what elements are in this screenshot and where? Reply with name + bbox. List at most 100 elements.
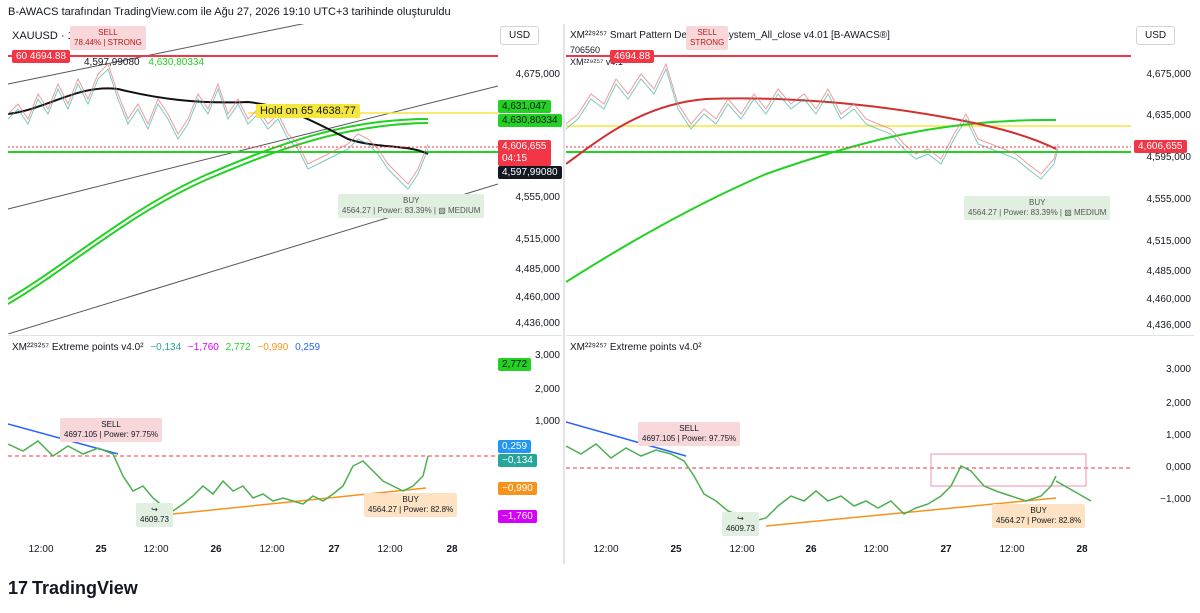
rind-tick-m1000: −1,000 — [1160, 494, 1191, 505]
ind-value-green: 4,630,80334 — [148, 57, 205, 68]
left-ind-values: 4,597,99080 4,630,80334 — [12, 57, 204, 68]
right-axis-label-red: 4,606,655 — [1134, 140, 1187, 153]
right-ind-sell-title: SELL — [679, 424, 699, 433]
right-indicator-svg — [566, 421, 1131, 527]
pivot-label: 4609.73 — [140, 515, 169, 524]
right-symbol-legend[interactable]: XM²²⁹²⁵⁷ Smart Pattern Detection_System_… — [570, 30, 890, 41]
x-label: 12:00 — [729, 544, 755, 555]
right-pivot-label: 4609.73 — [726, 524, 755, 533]
left-indicator-chart[interactable]: XM²²⁹²⁵⁷ Extreme points v4.0² −0,134 −1,… — [8, 336, 498, 536]
x-label: 12:00 — [999, 544, 1025, 555]
x-label: 27 — [328, 544, 340, 555]
tradingview-brand[interactable]: TradingView — [32, 578, 138, 598]
left-currency-button[interactable]: USD — [500, 26, 540, 45]
x-label: 12:00 — [28, 544, 54, 555]
right-sub-values: 706560 XM²²⁹²⁵⁷ v4.1 — [570, 44, 623, 68]
right-buy-tag: BUY 4564.27 | Power: 83.39% | ▧ MEDIUM — [964, 196, 1111, 220]
right-sub-val2: XM²²⁹²⁵⁷ v4.1 — [570, 57, 623, 67]
left-price-axis[interactable]: 4,675,000 4,555,000 4,515,000 4,485,000 … — [498, 24, 561, 334]
x-label: 12:00 — [863, 544, 889, 555]
right-price-axis[interactable]: 4,675,000 4,635,000 4,595,000 4,555,000 … — [1131, 24, 1192, 334]
ind-sell-sub: 4697.105 | Power: 97.75% — [64, 430, 159, 439]
tick-4515: 4,515,000 — [515, 234, 561, 245]
right-ind-sell-tag: SELL 4697.105 | Power: 97.75% — [638, 422, 741, 446]
right-ind-buy-title: BUY — [1030, 506, 1047, 515]
right-time-axis[interactable]: 12:00 25 12:00 26 12:00 27 12:00 28 — [566, 544, 1131, 560]
panel-splitter[interactable] — [563, 24, 565, 564]
right-symbol-name[interactable]: XM²²⁹²⁵⁷ Smart Pattern Detection_System_… — [570, 30, 890, 41]
x-label: 26 — [210, 544, 222, 555]
ind-buy-title: BUY — [402, 495, 419, 504]
rtick-4460: 4,460,000 — [1146, 294, 1192, 305]
left-pane-separator[interactable] — [8, 335, 562, 336]
right-buy-tag-sub: 4564.27 | Power: 83.39% | ▧ MEDIUM — [968, 208, 1107, 217]
left-chart-panel[interactable]: XAUUSD · 15 · OANDA 4,597,99080 4,630,80… — [8, 24, 562, 564]
tick-4675: 4,675,000 — [515, 69, 561, 80]
left-price-svg — [8, 24, 498, 334]
right-chart-panel[interactable]: XM²²⁹²⁵⁷ Smart Pattern Detection_System_… — [566, 24, 1194, 564]
buy-tag-title: BUY — [403, 196, 420, 205]
rtick-4675: 4,675,000 — [1146, 69, 1192, 80]
header-title: B-AWACS tarafından TradingView.com ile A… — [8, 6, 451, 18]
tick-4460: 4,460,000 — [515, 292, 561, 303]
x-label: 28 — [446, 544, 458, 555]
right-sell-badge[interactable]: 4694.88 — [610, 50, 655, 63]
ind-val-4: −0,990 — [257, 342, 289, 353]
right-currency-button[interactable]: USD — [1136, 26, 1176, 45]
sell-price-badge[interactable]: 60 4694.88 — [12, 50, 71, 63]
ind-value-black: 4,597,99080 — [84, 57, 140, 68]
right-indicator-legend[interactable]: XM²²⁹²⁵⁷ Extreme points v4.0² — [570, 342, 702, 353]
right-sell-tag: SELL STRONG — [686, 26, 729, 50]
right-price-chart[interactable]: XM²²⁹²⁵⁷ Smart Pattern Detection_System_… — [566, 24, 1131, 334]
ind-val-5: 0,259 — [295, 342, 321, 353]
rtick-4515: 4,515,000 — [1146, 236, 1192, 247]
axis-label-green1: 4,631,047 — [498, 100, 551, 113]
ind-tick-1000: 1,000 — [534, 416, 560, 427]
rind-tick-0: 0,000 — [1165, 462, 1191, 473]
ind-buy-tag: BUY 4564.27 | Power: 82.8% — [364, 493, 458, 517]
left-indicator-axis[interactable]: 3,000 2,000 1,000 — [498, 336, 560, 536]
left-time-axis[interactable]: 12:00 25 12:00 26 12:00 27 12:00 28 — [8, 544, 498, 560]
right-buy-tag-title: BUY — [1029, 198, 1046, 207]
tick-4485: 4,485,000 — [515, 264, 561, 275]
ind-pivot-tag: ↪ 4609.73 — [136, 503, 173, 527]
sell-tag-sub: 78.44% | STRONG — [74, 38, 142, 47]
left-price-chart[interactable]: XAUUSD · 15 · OANDA 4,597,99080 4,630,80… — [8, 24, 498, 334]
x-label: 12:00 — [259, 544, 285, 555]
tick-4436: 4,436,000 — [515, 318, 561, 329]
left-buy-tag: BUY 4564.27 | Power: 83.39% | ▧ MEDIUM — [338, 194, 485, 218]
right-indicator-chart[interactable]: XM²²⁹²⁵⁷ Extreme points v4.0² SELL 4697.… — [566, 336, 1131, 536]
ind-tick-2000: 2,000 — [534, 384, 560, 395]
right-ind-buy-sub: 4564.27 | Power: 82.8% — [996, 516, 1082, 525]
left-indicator-legend[interactable]: XM²²⁹²⁵⁷ Extreme points v4.0² −0,134 −1,… — [12, 342, 320, 353]
right-pane-separator[interactable] — [566, 335, 1194, 336]
axis-label-black: 4,597,99080 — [498, 166, 562, 179]
rtick-4555: 4,555,000 — [1146, 194, 1192, 205]
ind-buy-sub: 4564.27 | Power: 82.8% — [368, 505, 454, 514]
right-indicator-axis[interactable]: 3,000 2,000 1,000 0,000 −1,000 — [1131, 336, 1191, 536]
rtick-4436: 4,436,000 — [1146, 320, 1192, 331]
x-label: 27 — [940, 544, 952, 555]
ind-val-1: −0,134 — [150, 342, 182, 353]
axis-label-green2: 4,630,80334 — [498, 114, 562, 127]
rind-tick-3000: 3,000 — [1165, 364, 1191, 375]
rind-tick-2000: 2,000 — [1165, 398, 1191, 409]
right-sub-val1: 706560 — [570, 45, 601, 55]
x-label: 28 — [1076, 544, 1088, 555]
ind-axis-blue: 0,259 — [498, 440, 532, 453]
pivot-icon: ↪ — [151, 505, 158, 514]
ind-axis-teal: −0,134 — [498, 454, 537, 467]
x-label: 25 — [670, 544, 682, 555]
x-label: 12:00 — [593, 544, 619, 555]
indicator-title[interactable]: XM²²⁹²⁵⁷ Extreme points v4.0² — [12, 342, 144, 353]
right-indicator-title[interactable]: XM²²⁹²⁵⁷ Extreme points v4.0² — [570, 342, 702, 353]
axis-label-red: 4,606,655 04:15 — [498, 140, 551, 166]
right-pivot-icon: ↪ — [737, 514, 744, 523]
tradingview-footer[interactable]: 17 TradingView — [8, 578, 138, 599]
ind-sell-title: SELL — [101, 420, 121, 429]
x-label: 12:00 — [377, 544, 403, 555]
right-price-svg — [566, 55, 1131, 283]
axis-label-red-price: 4,606,655 — [502, 141, 547, 152]
axis-label-red-time: 04:15 — [502, 153, 528, 164]
hold-label[interactable]: Hold on 65 4638.77 — [256, 104, 361, 118]
